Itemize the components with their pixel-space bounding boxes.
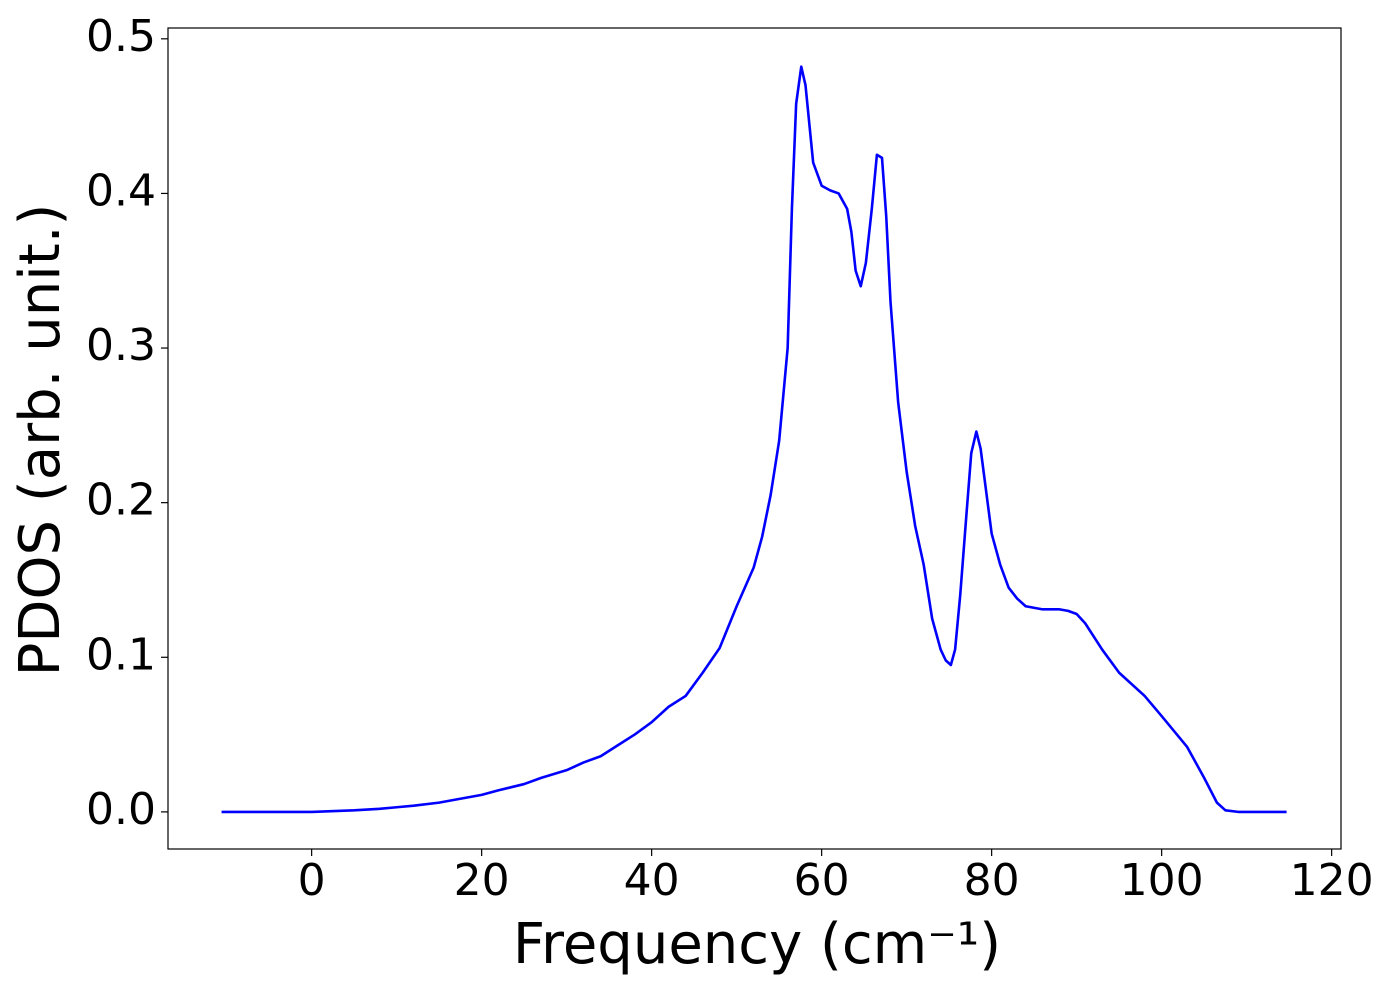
data-line: [221, 65, 1287, 814]
x-tick-label: 20: [454, 855, 510, 906]
plot-frame: [167, 27, 1342, 850]
y-tick-label: 0.1: [86, 629, 156, 680]
y-axis-label: PDOS (arb. unit.): [8, 204, 73, 677]
x-axis-label: Frequency (cm⁻¹): [513, 912, 1001, 977]
y-tick-label: 0.4: [86, 165, 156, 216]
x-tick-label: 60: [794, 855, 850, 906]
x-tick-label: 120: [1290, 855, 1374, 906]
y-tick-label: 0.5: [86, 11, 156, 62]
x-tick-label: 100: [1120, 855, 1204, 906]
y-tick-label: 0.0: [86, 784, 156, 835]
x-tick-label: 40: [624, 855, 680, 906]
y-tick-label: 0.3: [86, 320, 156, 371]
x-tick-label: 80: [964, 855, 1020, 906]
y-tick-label: 0.2: [86, 475, 156, 526]
x-tick-label: 0: [298, 855, 326, 906]
